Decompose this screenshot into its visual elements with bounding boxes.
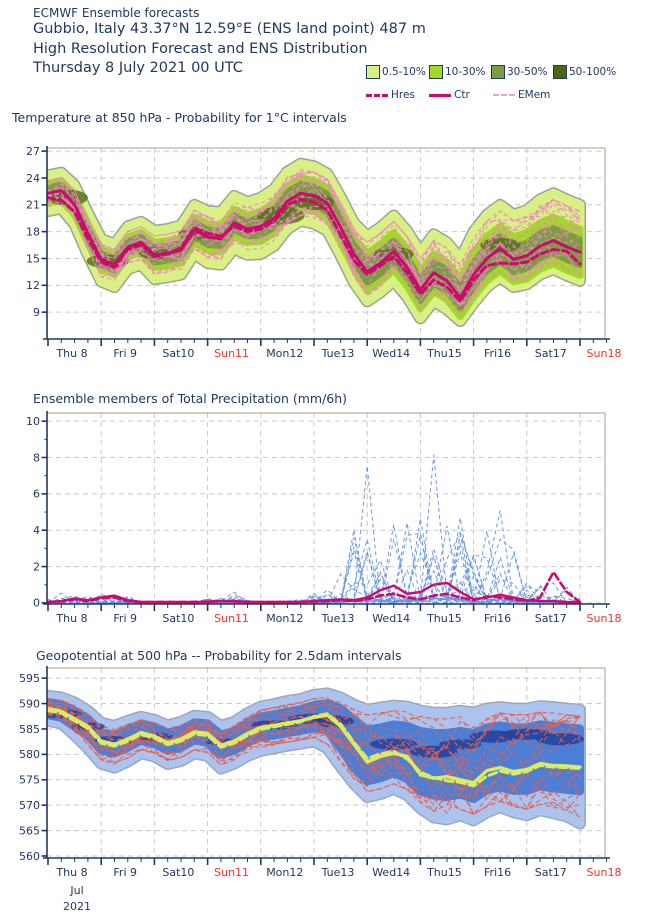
svg-text:575: 575 <box>19 774 40 787</box>
legend-swatch-icon <box>553 65 567 79</box>
x-axis-day-label: Tue13 <box>321 347 355 360</box>
x-axis-day-label: Fri16 <box>484 347 511 360</box>
svg-text:9: 9 <box>33 306 40 319</box>
svg-text:24: 24 <box>26 172 40 185</box>
temperature-chart-title: Temperature at 850 hPa - Probability for… <box>12 110 347 125</box>
x-axis-day-label: Sun18 <box>587 347 622 360</box>
legend-band-item: 10-30% <box>429 64 486 80</box>
legend-line-item: Hres <box>366 87 415 103</box>
x-axis-day-label: Fri16 <box>484 612 511 625</box>
x-axis-day-label: Fri 9 <box>113 347 137 360</box>
x-axis-day-label: Sat17 <box>535 347 567 360</box>
x-axis-day-label: Mon12 <box>266 347 303 360</box>
x-axis-day-label: Sat10 <box>162 612 194 625</box>
legend-line-item: Ctr <box>429 87 470 103</box>
x-axis-day-label: Tue13 <box>321 612 355 625</box>
x-axis-day-label: Wed14 <box>372 612 410 625</box>
svg-text:560: 560 <box>19 850 40 863</box>
legend-band-label: 50-100% <box>569 66 617 78</box>
x-axis-day-label: Wed14 <box>372 347 410 360</box>
legend-band-label: 0.5-10% <box>382 66 426 78</box>
x-axis-day-label: Fri 9 <box>113 866 137 879</box>
legend-band-label: 10-30% <box>445 66 486 78</box>
forecast-type-line: High Resolution Forecast and ENS Distrib… <box>33 41 368 57</box>
legend-line-label: Hres <box>391 89 415 101</box>
x-axis-year-label: 2021 <box>63 900 91 913</box>
svg-text:12: 12 <box>26 279 40 292</box>
x-axis-day-label: Sun18 <box>587 866 622 879</box>
legend-line-label: EMem <box>518 89 551 101</box>
run-time-line: Thursday 8 July 2021 00 UTC <box>33 60 243 76</box>
location-line: Gubbio, Italy 43.37°N 12.59°E (ENS land … <box>33 21 426 37</box>
svg-text:8: 8 <box>33 451 40 464</box>
x-axis-day-label: Sat10 <box>162 866 194 879</box>
geopotential-chart-title: Geopotential at 500 hPa -- Probability f… <box>36 648 402 663</box>
x-axis-day-label: Sun11 <box>214 347 249 360</box>
legend-line-sample-icon <box>493 94 515 96</box>
precipitation-chart: 10 8 6 4 2 0 Thu 8 Fri 9 Sat10 Sun11 Mon12 Tue13 Wed… <box>26 411 622 625</box>
legend-swatch-icon <box>491 65 505 79</box>
legend-line-label: Ctr <box>454 89 470 101</box>
x-axis-day-label: Mon12 <box>266 866 303 879</box>
x-axis-day-label: Thu 8 <box>55 347 87 360</box>
x-axis-day-label: Wed14 <box>372 866 410 879</box>
svg-text:15: 15 <box>26 252 40 265</box>
x-axis-day-label: Thu 8 <box>55 866 87 879</box>
legend: 0.5-10% 10-30% 30-50% 50-100% Hres Ctr EMem <box>366 64 650 110</box>
x-axis-day-label: Fri16 <box>484 866 511 879</box>
legend-line-item: EMem <box>493 87 550 103</box>
legend-swatch-icon <box>366 65 380 79</box>
geopotential-chart: 595 590 585 580 575 570 565 560 Thu 8 Fri 9 Sat10 S… <box>19 666 622 913</box>
x-axis-day-label: Sat17 <box>535 866 567 879</box>
x-axis-day-label: Thu15 <box>426 347 462 360</box>
legend-swatch-icon <box>429 65 443 79</box>
x-axis-day-label: Mon12 <box>266 612 303 625</box>
x-axis-day-label: Tue13 <box>321 866 355 879</box>
x-axis-day-label: Sun18 <box>587 612 622 625</box>
precipitation-chart-title: Ensemble members of Total Precipitation … <box>33 391 348 406</box>
svg-text:2: 2 <box>33 560 40 573</box>
svg-text:580: 580 <box>19 748 40 761</box>
x-axis-day-label: Thu15 <box>426 866 462 879</box>
svg-text:590: 590 <box>19 697 40 710</box>
svg-text:4: 4 <box>33 524 40 537</box>
legend-band-item: 30-50% <box>491 64 548 80</box>
svg-text:570: 570 <box>19 799 40 812</box>
temperature-chart: 27 24 21 18 15 12 9 Thu 8 Fri 9 Sat10 Sun11 Mon12 Tu… <box>26 145 622 360</box>
x-axis-day-label: Sun11 <box>214 612 249 625</box>
x-axis-month-label: Jul <box>69 884 83 897</box>
svg-text:585: 585 <box>19 723 40 736</box>
legend-line-sample-icon <box>366 93 388 97</box>
x-axis-day-label: Thu15 <box>426 612 462 625</box>
product-name: ECMWF Ensemble forecasts <box>33 6 200 20</box>
svg-text:10: 10 <box>26 415 40 428</box>
x-axis-day-label: Sun11 <box>214 866 249 879</box>
x-axis-day-label: Sat17 <box>535 612 567 625</box>
svg-text:21: 21 <box>26 199 40 212</box>
x-axis-day-label: Thu 8 <box>55 612 87 625</box>
svg-text:6: 6 <box>33 488 40 501</box>
x-axis-day-label: Sat10 <box>162 347 194 360</box>
svg-text:0: 0 <box>33 597 40 610</box>
x-axis-day-label: Fri 9 <box>113 612 137 625</box>
svg-text:27: 27 <box>26 145 40 158</box>
legend-band-item: 0.5-10% <box>366 64 426 80</box>
legend-band-item: 50-100% <box>553 64 616 80</box>
svg-text:565: 565 <box>19 824 40 837</box>
legend-band-label: 30-50% <box>507 66 548 78</box>
svg-text:18: 18 <box>26 225 40 238</box>
legend-line-sample-icon <box>429 93 451 97</box>
svg-text:595: 595 <box>19 672 40 685</box>
